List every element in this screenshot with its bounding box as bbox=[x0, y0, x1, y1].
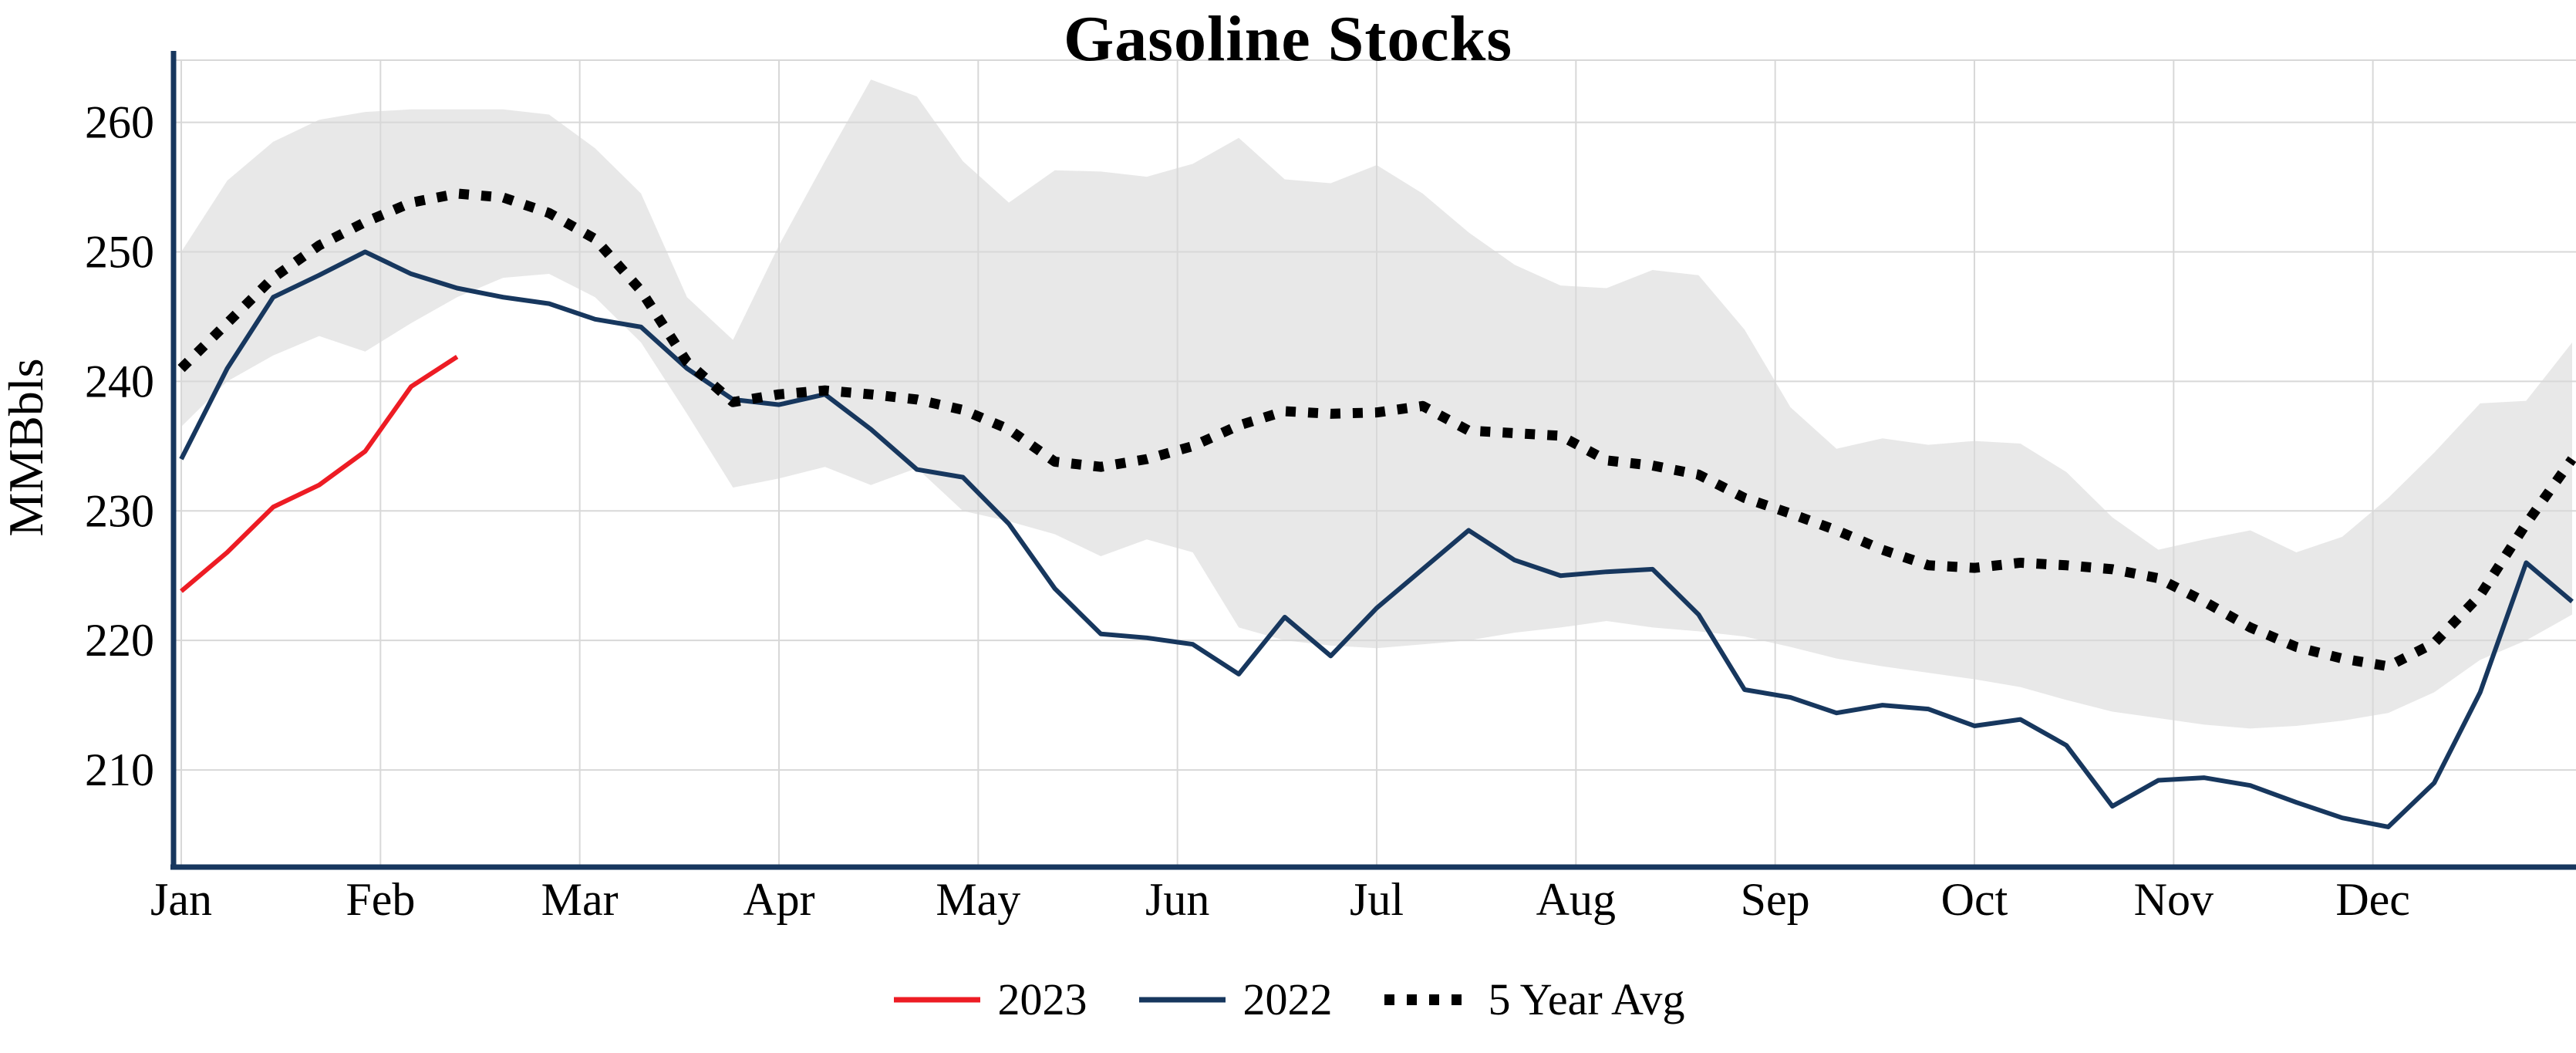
x-tick-label: Nov bbox=[2134, 874, 2214, 925]
legend-line-sample bbox=[1139, 997, 1226, 1002]
legend-label: 2022 bbox=[1242, 974, 1333, 1024]
x-tick-label: Apr bbox=[743, 874, 814, 925]
y-tick-label: 260 bbox=[85, 97, 154, 148]
x-tick-label: Jul bbox=[1350, 874, 1404, 925]
y-tick-label: 220 bbox=[85, 615, 154, 666]
x-tick-label: Mar bbox=[541, 874, 619, 925]
series-line-2022 bbox=[179, 249, 2574, 829]
x-tick-label: Aug bbox=[1536, 874, 1616, 925]
x-tick-label: Oct bbox=[1941, 874, 2008, 925]
legend-label: 5 Year Avg bbox=[1488, 974, 1685, 1024]
series-line-2023 bbox=[180, 354, 459, 593]
chart-title: Gasoline Stocks bbox=[1063, 3, 1513, 75]
x-tick-label: Jan bbox=[150, 874, 212, 925]
y-tick-label: 230 bbox=[85, 485, 154, 536]
legend-line-sample bbox=[1384, 994, 1472, 1005]
x-tick-label: Jun bbox=[1145, 874, 1209, 925]
legend: 2023 2022 5 Year Avg bbox=[0, 974, 2576, 1025]
y-tick-label: 250 bbox=[85, 226, 154, 277]
legend-label: 2023 bbox=[997, 974, 1087, 1024]
y-axis-label: MMBbls bbox=[0, 358, 53, 537]
legend-line-sample bbox=[894, 997, 981, 1002]
legend-item-2022: 2022 bbox=[1136, 974, 1332, 1025]
y-tick-label: 210 bbox=[85, 744, 154, 795]
series-line-5-year-avg bbox=[177, 188, 2576, 672]
y-tick-label: 240 bbox=[85, 356, 154, 407]
x-tick-label: May bbox=[936, 874, 1020, 925]
legend-item-2023: 2023 bbox=[891, 974, 1087, 1025]
x-tick-label: Sep bbox=[1741, 874, 1810, 925]
legend-item-5-year-avg: 5 Year Avg bbox=[1381, 974, 1685, 1025]
x-tick-label: Feb bbox=[346, 874, 415, 925]
x-tick-label: Dec bbox=[2335, 874, 2410, 925]
five-year-range-band bbox=[181, 79, 2572, 729]
